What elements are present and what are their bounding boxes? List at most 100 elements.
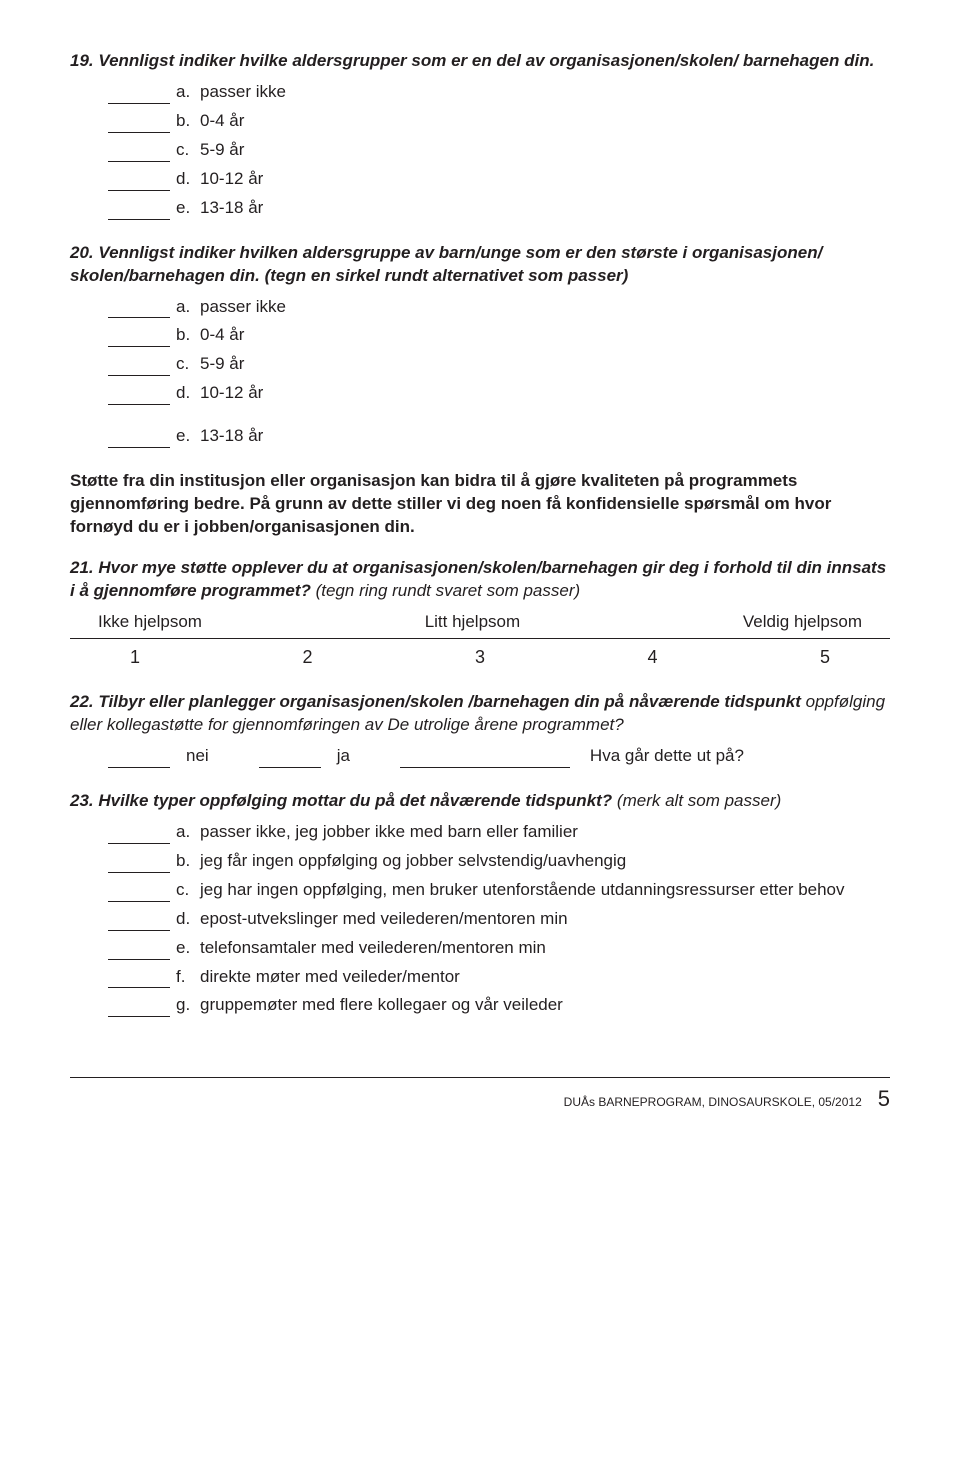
blank-line[interactable]	[108, 329, 170, 348]
q19-text: 19. Vennligst indiker hvilke aldersgrupp…	[70, 50, 890, 73]
q21-num: 21.	[70, 558, 94, 577]
footer-text: DUÅs BARNEPROGRAM, DINOSAURSKOLE, 05/201…	[564, 1094, 862, 1110]
question-21: 21. Hvor mye støtte opplever du at organ…	[70, 557, 890, 669]
blank-line[interactable]	[108, 387, 170, 406]
q20-opt-c: c.5-9 år	[108, 353, 890, 376]
blank-line[interactable]	[108, 883, 170, 902]
q21-scale-labels: Ikke hjelpsom Litt hjelpsom Veldig hjelp…	[98, 611, 862, 634]
q20-body: Vennligst indiker hvilken aldersgruppe a…	[70, 243, 822, 285]
q23-opt-b: b.jeg får ingen oppfølging og jobber sel…	[108, 850, 890, 873]
opt-text: 10-12 år	[200, 382, 890, 405]
q20-opt-b: b.0-4 år	[108, 324, 890, 347]
q20-opt-a: a.passer ikke	[108, 296, 890, 319]
question-19: 19. Vennligst indiker hvilke aldersgrupp…	[70, 50, 890, 220]
q21-scale-line: 1 2 3 4 5	[70, 638, 890, 669]
opt-letter: e.	[176, 937, 200, 960]
opt-text: passer ikke	[200, 81, 890, 104]
q23-opt-c: c.jeg har ingen oppfølging, men bruker u…	[108, 879, 890, 902]
q22-body-bold: Tilbyr eller planlegger organisasjonen/s…	[98, 692, 801, 711]
opt-text: jeg får ingen oppfølging og jobber selvs…	[200, 850, 890, 873]
q22-text: 22. Tilbyr eller planlegger organisasjon…	[70, 691, 890, 737]
blank-line[interactable]	[108, 300, 170, 319]
opt-text: gruppemøter med flere kollegaer og vår v…	[200, 994, 890, 1017]
opt-text: 0-4 år	[200, 324, 890, 347]
question-20: 20. Vennligst indiker hvilken aldersgrup…	[70, 242, 890, 449]
label-nei: nei	[186, 745, 209, 768]
opt-text: direkte møter med veileder/mentor	[200, 966, 890, 989]
opt-letter: f.	[176, 966, 200, 989]
q23-options: a.passer ikke, jeg jobber ikke med barn …	[108, 821, 890, 1018]
blank-line[interactable]	[108, 114, 170, 133]
blank-line[interactable]	[108, 143, 170, 162]
scale-num-1[interactable]: 1	[130, 645, 140, 669]
page-number: 5	[878, 1084, 890, 1114]
opt-text: epost-utvekslinger med veilederen/mentor…	[200, 908, 890, 931]
q23-body-plain: (merk alt som passer)	[612, 791, 781, 810]
q21-scale-nums: 1 2 3 4 5	[130, 645, 830, 669]
q20-num: 20.	[70, 243, 94, 262]
gap	[70, 411, 890, 425]
blank-line[interactable]	[108, 430, 170, 449]
q19-opt-b: b.0-4 år	[108, 110, 890, 133]
scale-num-4[interactable]: 4	[647, 645, 657, 669]
q20-opt-e: e.13-18 år	[108, 425, 890, 448]
footer-divider	[70, 1077, 890, 1078]
support-paragraph: Støtte fra din institusjon eller organis…	[70, 470, 890, 539]
question-23: 23. Hvilke typer oppfølging mottar du på…	[70, 790, 890, 1018]
blank-nei[interactable]	[108, 749, 170, 768]
opt-letter: a.	[176, 81, 200, 104]
opt-text: 10-12 år	[200, 168, 890, 191]
opt-letter: c.	[176, 353, 200, 376]
q19-body: Vennligst indiker hvilke aldersgrupper s…	[98, 51, 874, 70]
scale-label-mid: Litt hjelpsom	[425, 611, 520, 634]
opt-text: 5-9 år	[200, 139, 890, 162]
opt-text: 5-9 år	[200, 353, 890, 376]
q23-body-bold: Hvilke typer oppfølging mottar du på det…	[98, 791, 612, 810]
q20-text: 20. Vennligst indiker hvilken aldersgrup…	[70, 242, 890, 288]
q23-opt-e: e.telefonsamtaler med veilederen/mentore…	[108, 937, 890, 960]
label-ja: ja	[337, 745, 350, 768]
page-footer: DUÅs BARNEPROGRAM, DINOSAURSKOLE, 05/201…	[70, 1084, 890, 1114]
blank-ja[interactable]	[259, 749, 321, 768]
opt-letter: d.	[176, 382, 200, 405]
blank-line[interactable]	[108, 172, 170, 191]
scale-num-5[interactable]: 5	[820, 645, 830, 669]
q23-opt-f: f.direkte møter med veileder/mentor	[108, 966, 890, 989]
q20-opt-d: d.10-12 år	[108, 382, 890, 405]
blank-line[interactable]	[108, 358, 170, 377]
q19-opt-d: d.10-12 år	[108, 168, 890, 191]
q23-opt-g: g.gruppemøter med flere kollegaer og vår…	[108, 994, 890, 1017]
scale-num-2[interactable]: 2	[302, 645, 312, 669]
q19-num: 19.	[70, 51, 94, 70]
blank-line[interactable]	[108, 201, 170, 220]
opt-letter: g.	[176, 994, 200, 1017]
opt-text: 13-18 år	[200, 425, 890, 448]
opt-letter: d.	[176, 168, 200, 191]
blank-line[interactable]	[108, 999, 170, 1018]
opt-letter: e.	[176, 425, 200, 448]
opt-text: 13-18 år	[200, 197, 890, 220]
blank-line[interactable]	[108, 970, 170, 989]
q21-body-plain: (tegn ring rundt svaret som passer)	[311, 581, 580, 600]
opt-letter: a.	[176, 821, 200, 844]
question-22: 22. Tilbyr eller planlegger organisasjon…	[70, 691, 890, 768]
blank-hva[interactable]	[400, 749, 570, 768]
label-hva: Hva går dette ut på?	[590, 745, 744, 768]
q23-opt-a: a.passer ikke, jeg jobber ikke med barn …	[108, 821, 890, 844]
blank-line[interactable]	[108, 854, 170, 873]
blank-line[interactable]	[108, 912, 170, 931]
blank-line[interactable]	[108, 85, 170, 104]
opt-letter: b.	[176, 110, 200, 133]
opt-letter: b.	[176, 850, 200, 873]
blank-line[interactable]	[108, 825, 170, 844]
opt-text: jeg har ingen oppfølging, men bruker ute…	[200, 879, 890, 902]
scale-num-3[interactable]: 3	[475, 645, 485, 669]
opt-letter: e.	[176, 197, 200, 220]
q19-opt-c: c.5-9 år	[108, 139, 890, 162]
opt-letter: d.	[176, 908, 200, 931]
blank-line[interactable]	[108, 941, 170, 960]
q19-options: a.passer ikke b.0-4 år c.5-9 år d.10-12 …	[108, 81, 890, 220]
opt-text: 0-4 år	[200, 110, 890, 133]
q19-opt-e: e.13-18 år	[108, 197, 890, 220]
q23-text: 23. Hvilke typer oppfølging mottar du på…	[70, 790, 890, 813]
